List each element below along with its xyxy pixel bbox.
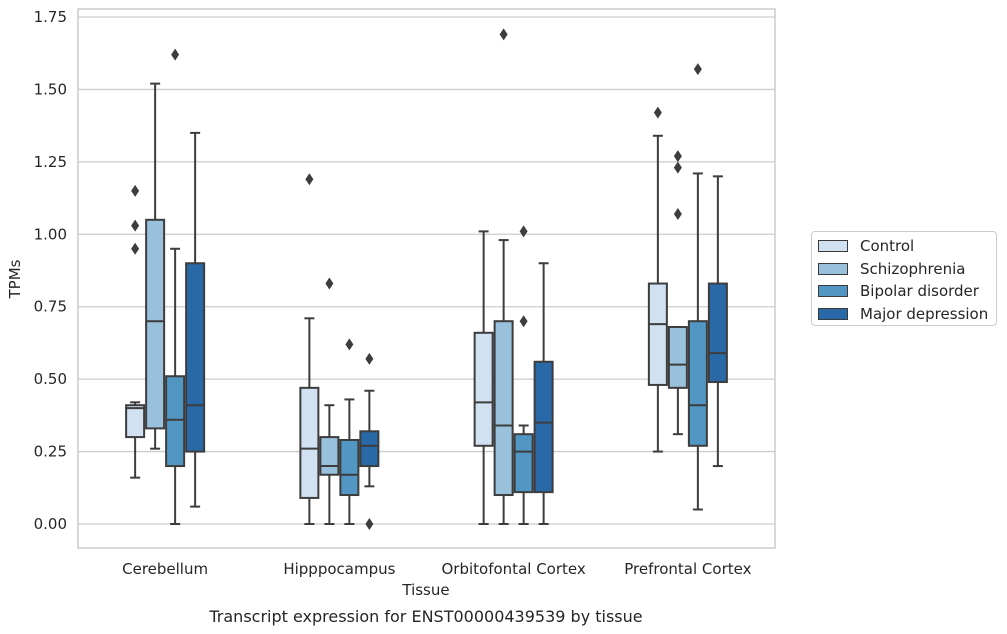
box-control-3: [647, 106, 668, 453]
legend-label-major-depression: Major depression: [860, 304, 989, 323]
outlier-point: [131, 242, 140, 255]
outlier-point: [673, 150, 682, 163]
legend: Control Schizophrenia Bipolar disorder M…: [811, 231, 997, 326]
outlier-point: [519, 315, 528, 328]
outlier-point: [499, 28, 508, 41]
outlier-point: [131, 184, 140, 197]
y-axis-label: TPMs: [6, 259, 24, 299]
box-body: [687, 320, 708, 447]
box-body: [299, 386, 320, 499]
box-bipolar-disorder-2: [513, 225, 534, 525]
box-bipolar-disorder-1: [339, 338, 360, 525]
box-body: [513, 433, 534, 494]
x-tick-labels: Cerebellum Hipppocampus Orbitofontal Corte…: [122, 560, 751, 578]
box-body: [339, 438, 360, 497]
box-body: [125, 404, 146, 439]
y-tick-label: 0.25: [34, 443, 67, 461]
box-body: [145, 218, 166, 430]
box-body: [647, 282, 668, 386]
box-plots: [125, 28, 728, 530]
box-major-depression-1: [359, 352, 380, 530]
outlier-point: [519, 225, 528, 238]
box-schizophrenia-1: [319, 277, 340, 525]
x-tick-label: Orbitofontal Cortex: [442, 560, 586, 578]
legend-swatch-schizophrenia: [818, 262, 848, 275]
chart-caption: Transcript expression for ENST0000043953…: [208, 607, 642, 626]
outlier-point: [365, 352, 374, 365]
box-major-depression-0: [185, 131, 206, 508]
outlier-point: [325, 277, 334, 290]
box-bipolar-disorder-0: [165, 48, 186, 525]
legend-item-bipolar-disorder: Bipolar disorder: [818, 280, 996, 303]
legend-swatch-control: [818, 240, 848, 253]
box-bipolar-disorder-3: [687, 63, 708, 511]
box-schizophrenia-3: [667, 150, 688, 436]
box-schizophrenia-2: [493, 28, 514, 525]
box-body: [533, 360, 554, 494]
x-axis-label: Tissue: [401, 581, 449, 599]
legend-label-bipolar-disorder: Bipolar disorder: [860, 282, 979, 301]
legend-label-control: Control: [860, 237, 915, 256]
outlier-point: [653, 106, 662, 119]
box-body: [667, 325, 688, 389]
y-tick-label: 0.00: [34, 515, 67, 533]
box-control-1: [299, 173, 320, 525]
box-major-depression-2: [533, 262, 554, 525]
y-tick-labels: 0.00 0.25 0.50 0.75 1.00 1.25 1.50 1.75: [34, 8, 67, 533]
box-body: [359, 430, 380, 468]
box-major-depression-3: [707, 175, 728, 468]
y-tick-label: 0.50: [34, 370, 67, 388]
box-body: [707, 282, 728, 384]
box-control-0: [125, 184, 146, 479]
outlier-point: [693, 63, 702, 76]
outlier-point: [171, 48, 180, 61]
y-tick-label: 1.00: [34, 225, 67, 243]
x-tick-label: Cerebellum: [122, 560, 208, 578]
y-tick-label: 1.25: [34, 153, 67, 171]
outlier-point: [305, 173, 314, 186]
box-body: [319, 436, 340, 476]
box-control-2: [473, 230, 494, 525]
legend-item-major-depression: Major depression: [818, 303, 996, 326]
box-schizophrenia-0: [145, 82, 166, 450]
outlier-point: [365, 518, 374, 530]
y-tick-label: 1.75: [34, 8, 67, 26]
y-tick-label: 0.75: [34, 298, 67, 316]
x-tick-label: Hipppocampus: [283, 560, 395, 578]
outlier-point: [673, 161, 682, 174]
box-body: [473, 331, 494, 447]
box-body: [165, 375, 186, 468]
plot-frame: [77, 8, 776, 549]
legend-swatch-bipolar-disorder: [818, 285, 848, 298]
legend-swatch-major-depression: [818, 307, 848, 320]
outlier-point: [673, 208, 682, 221]
legend-label-schizophrenia: Schizophrenia: [860, 259, 966, 278]
box-body: [185, 262, 206, 453]
legend-item-schizophrenia: Schizophrenia: [818, 258, 996, 281]
x-tick-label: Prefrontal Cortex: [624, 560, 751, 578]
y-tick-label: 1.50: [34, 80, 67, 98]
box-body: [493, 320, 514, 497]
outlier-point: [345, 338, 354, 351]
outlier-point: [131, 219, 140, 232]
legend-item-control: Control: [818, 235, 996, 258]
